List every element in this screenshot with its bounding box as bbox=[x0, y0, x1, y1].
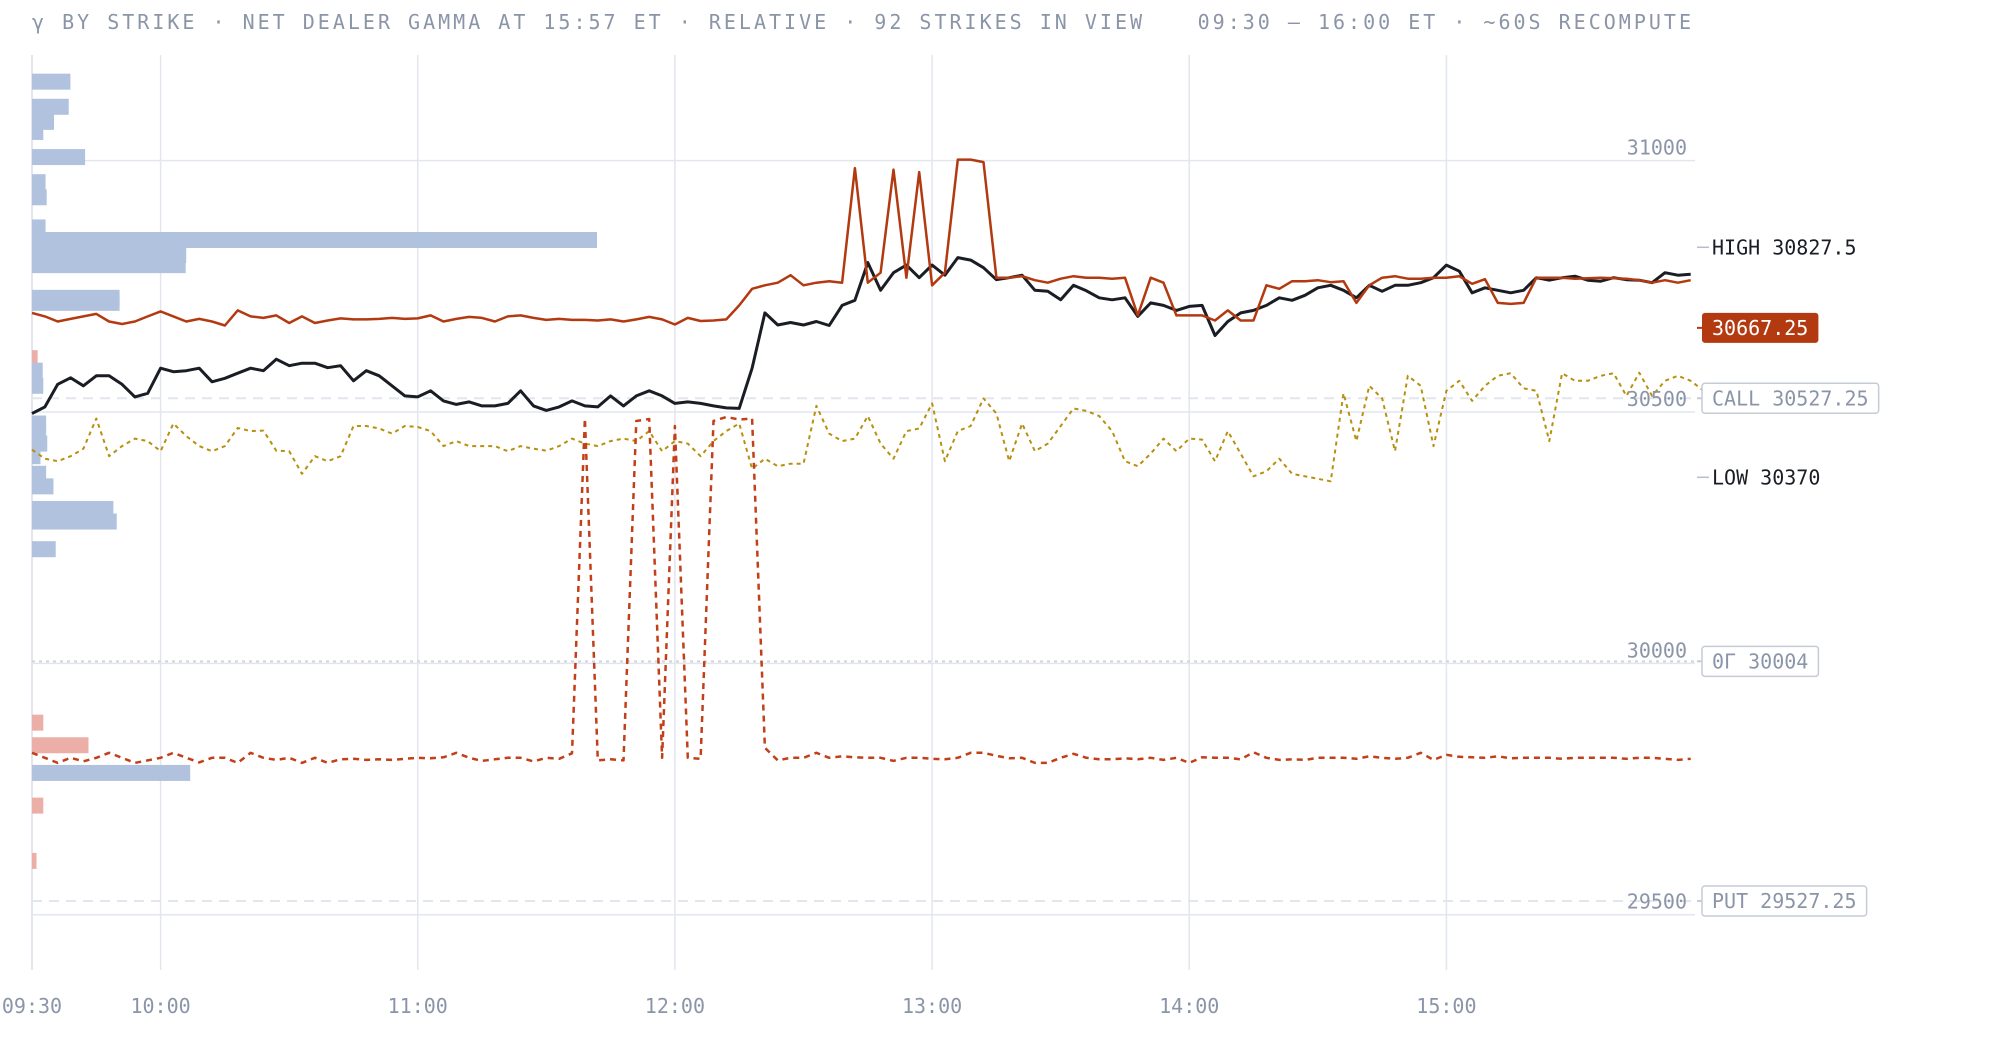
chart-header-session: 09:30 – 16:00 ET · ~60S RECOMPUTE bbox=[1197, 10, 1694, 34]
strike-gamma-bar bbox=[32, 852, 37, 869]
series-line-gold bbox=[31, 371, 1730, 483]
marker-box-last bbox=[1702, 312, 1819, 343]
strike-gamma-bar bbox=[32, 98, 69, 115]
series-lines bbox=[31, 158, 1730, 765]
series-line-price bbox=[31, 256, 1691, 415]
strike-gamma-bar bbox=[32, 513, 117, 530]
strike-gamma-bar bbox=[32, 377, 44, 394]
strike-gamma-bar bbox=[32, 465, 47, 482]
strike-gamma-bar bbox=[32, 500, 114, 517]
marker-label-low: LOW 30370 bbox=[1712, 465, 1820, 489]
strike-gamma-bar bbox=[32, 797, 44, 814]
grid-layer bbox=[31, 55, 1695, 970]
reference-lines bbox=[32, 397, 1695, 902]
marker-box-call bbox=[1701, 382, 1880, 415]
strike-gamma-bar bbox=[32, 123, 44, 140]
strike-gamma-bar bbox=[32, 541, 56, 558]
strike-gamma-bar bbox=[32, 362, 43, 379]
strike-gamma-bar bbox=[32, 764, 191, 781]
x-tick-label: 15:00 bbox=[1416, 994, 1476, 1018]
x-tick-label: 14:00 bbox=[1159, 994, 1219, 1018]
strike-gamma-bar bbox=[32, 737, 89, 754]
series-line-orange bbox=[31, 158, 1691, 327]
strike-gamma-bar bbox=[32, 448, 41, 465]
marker-label-high: HIGH 30827.5 bbox=[1712, 235, 1857, 259]
y-tick-label: 30500 bbox=[1627, 387, 1687, 411]
chart-header-title: γ BY STRIKE · NET DEALER GAMMA AT 15:57 … bbox=[32, 10, 1146, 34]
x-tick-label: 10:00 bbox=[130, 994, 190, 1018]
x-tick-label: 13:00 bbox=[902, 994, 962, 1018]
price-markers: HIGH 30827.5 LOW 30370 30667.25 CALL 30527.… bbox=[1697, 235, 1880, 917]
strike-gamma-bar bbox=[32, 73, 71, 90]
marker-label-put: PUT 29527.25 bbox=[1712, 889, 1857, 913]
strike-gamma-bar bbox=[32, 294, 120, 311]
y-tick-label: 31000 bbox=[1627, 136, 1687, 160]
x-tick-label: 12:00 bbox=[645, 994, 705, 1018]
marker-box-zero-gamma bbox=[1701, 645, 1820, 678]
strike-gamma-bar bbox=[32, 257, 186, 274]
strike-gamma-bar bbox=[32, 435, 48, 452]
strike-gamma-bar bbox=[32, 350, 38, 367]
strike-gamma-bar bbox=[32, 189, 47, 206]
marker-label-last: 30667.25 bbox=[1712, 316, 1808, 340]
y-tick-label: 29500 bbox=[1627, 890, 1687, 914]
marker-label-zero-gamma: 0Γ 30004 bbox=[1712, 649, 1808, 673]
strike-gamma-bar bbox=[32, 478, 54, 495]
marker-box-put bbox=[1701, 885, 1868, 917]
strike-gamma-bar bbox=[32, 714, 44, 731]
x-tick-label: 11:00 bbox=[388, 994, 448, 1018]
strike-gamma-bar bbox=[32, 232, 597, 249]
strike-gamma-bar bbox=[32, 149, 86, 166]
y-tick-label: 30000 bbox=[1627, 638, 1687, 662]
marker-label-call: CALL 30527.25 bbox=[1712, 386, 1869, 410]
axis-labels: 09:30 10:00 11:00 12:00 13:00 14:00 15:00 29500… bbox=[2, 136, 1687, 1018]
series-line-put-wall bbox=[31, 415, 1691, 765]
strike-gamma-bars bbox=[32, 73, 597, 869]
strike-gamma-bar bbox=[32, 219, 46, 236]
x-tick-label: 09:30 bbox=[2, 994, 62, 1018]
strike-gamma-bar bbox=[32, 174, 46, 191]
